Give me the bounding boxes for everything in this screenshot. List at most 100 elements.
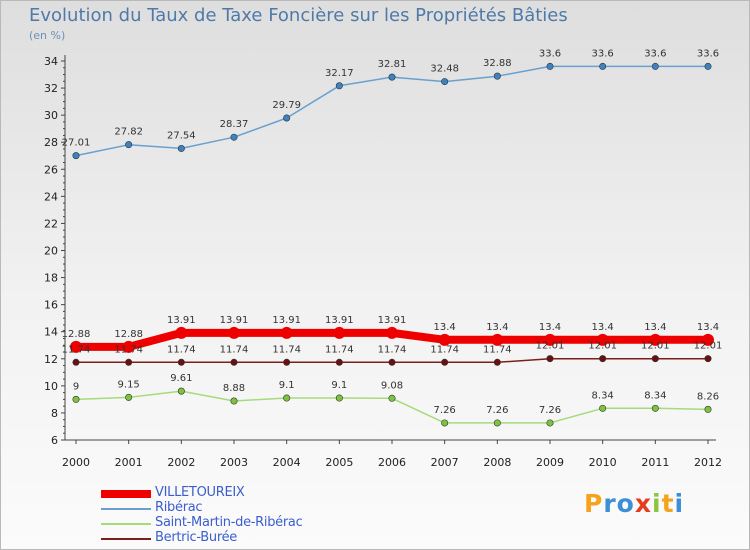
y-tick-label: 26 bbox=[44, 163, 58, 176]
data-point bbox=[72, 152, 80, 160]
data-label: 8.88 bbox=[223, 383, 245, 394]
data-point bbox=[388, 73, 396, 81]
legend-swatch bbox=[101, 538, 151, 540]
data-point bbox=[599, 355, 607, 363]
legend-swatch bbox=[101, 490, 151, 498]
data-label: 13.91 bbox=[378, 315, 407, 326]
data-point bbox=[704, 62, 712, 70]
logo-letter: i bbox=[652, 489, 662, 518]
y-tick-label: 22 bbox=[44, 217, 58, 230]
y-tick-label: 30 bbox=[44, 109, 58, 122]
x-tick-label: 2006 bbox=[378, 456, 406, 469]
x-tick-label: 2011 bbox=[641, 456, 669, 469]
y-tick-label: 8 bbox=[51, 407, 58, 420]
data-point bbox=[177, 144, 185, 152]
x-tick-label: 2004 bbox=[273, 456, 301, 469]
data-label: 13.4 bbox=[539, 322, 561, 333]
legend-label: Bertric-Burée bbox=[155, 530, 238, 545]
data-point bbox=[651, 62, 659, 70]
data-point bbox=[546, 62, 554, 70]
data-label: 33.6 bbox=[697, 48, 719, 59]
y-tick-label: 6 bbox=[51, 434, 58, 447]
x-tick-label: 2009 bbox=[536, 456, 564, 469]
data-label: 9.15 bbox=[118, 379, 140, 390]
data-label: 13.4 bbox=[434, 322, 456, 333]
y-tick-label: 14 bbox=[44, 326, 58, 339]
logo-letter: P bbox=[584, 489, 604, 518]
y-tick-label: 12 bbox=[44, 353, 58, 366]
data-label: 11.74 bbox=[272, 344, 301, 355]
data-point bbox=[335, 394, 343, 402]
x-tick-label: 2012 bbox=[694, 456, 722, 469]
data-label: 33.6 bbox=[539, 48, 561, 59]
logo-letter: i bbox=[674, 489, 685, 518]
legend-label: Saint-Martin-de-Ribérac bbox=[155, 515, 303, 530]
data-label: 11.74 bbox=[325, 344, 354, 355]
data-label: 8.26 bbox=[697, 391, 719, 402]
proxiti-logo: Proxiti bbox=[584, 489, 684, 518]
data-label: 7.26 bbox=[486, 405, 508, 416]
data-point bbox=[493, 419, 501, 427]
data-point bbox=[125, 393, 133, 401]
data-point bbox=[72, 395, 80, 403]
data-point bbox=[491, 333, 504, 346]
y-tick-label: 34 bbox=[44, 55, 58, 68]
data-label: 29.79 bbox=[272, 100, 301, 111]
data-label: 13.4 bbox=[644, 322, 666, 333]
data-label: 12.01 bbox=[536, 341, 565, 352]
data-label: 11.74 bbox=[430, 344, 459, 355]
data-label: 32.88 bbox=[483, 58, 512, 69]
data-label: 9.1 bbox=[331, 380, 347, 391]
data-point bbox=[72, 358, 80, 366]
data-point bbox=[493, 358, 501, 366]
data-point bbox=[122, 340, 135, 353]
data-point bbox=[441, 358, 449, 366]
y-tick-label: 18 bbox=[44, 272, 58, 285]
data-label: 9.08 bbox=[381, 380, 403, 391]
data-label: 27.54 bbox=[167, 130, 196, 141]
x-tick-label: 2002 bbox=[167, 456, 195, 469]
data-label: 12.88 bbox=[62, 329, 91, 340]
x-tick-label: 2010 bbox=[589, 456, 617, 469]
data-point bbox=[704, 405, 712, 413]
data-point bbox=[596, 333, 609, 346]
data-label: 13.4 bbox=[592, 322, 614, 333]
data-point bbox=[177, 358, 185, 366]
logo-letter: x bbox=[634, 489, 652, 518]
data-point bbox=[546, 355, 554, 363]
legend-swatch bbox=[101, 508, 151, 510]
data-point bbox=[388, 358, 396, 366]
data-label: 32.48 bbox=[430, 64, 459, 75]
y-tick-label: 28 bbox=[44, 136, 58, 149]
data-point bbox=[283, 358, 291, 366]
data-point bbox=[335, 358, 343, 366]
data-label: 8.34 bbox=[644, 390, 666, 401]
data-point bbox=[388, 394, 396, 402]
x-tick-label: 2005 bbox=[325, 456, 353, 469]
data-label: 13.91 bbox=[220, 315, 249, 326]
y-tick-label: 32 bbox=[44, 82, 58, 95]
data-label: 8.34 bbox=[592, 390, 614, 401]
data-label: 13.91 bbox=[272, 315, 301, 326]
data-label: 12.88 bbox=[114, 329, 143, 340]
data-point bbox=[230, 358, 238, 366]
data-label: 27.82 bbox=[114, 127, 143, 138]
data-label: 33.6 bbox=[644, 48, 666, 59]
data-point bbox=[283, 114, 291, 122]
data-point bbox=[125, 141, 133, 149]
y-tick-label: 24 bbox=[44, 190, 58, 203]
x-tick-label: 2008 bbox=[483, 456, 511, 469]
data-label: 27.01 bbox=[62, 138, 91, 149]
data-point bbox=[441, 78, 449, 86]
data-label: 9.1 bbox=[279, 380, 295, 391]
data-point bbox=[333, 326, 346, 339]
chart-title: Evolution du Taux de Taxe Foncière sur l… bbox=[29, 5, 568, 26]
data-point bbox=[125, 358, 133, 366]
legend-swatch bbox=[101, 523, 151, 525]
y-tick-label: 20 bbox=[44, 245, 58, 258]
data-label: 11.74 bbox=[378, 344, 407, 355]
data-point bbox=[228, 326, 240, 339]
data-point bbox=[280, 326, 293, 339]
